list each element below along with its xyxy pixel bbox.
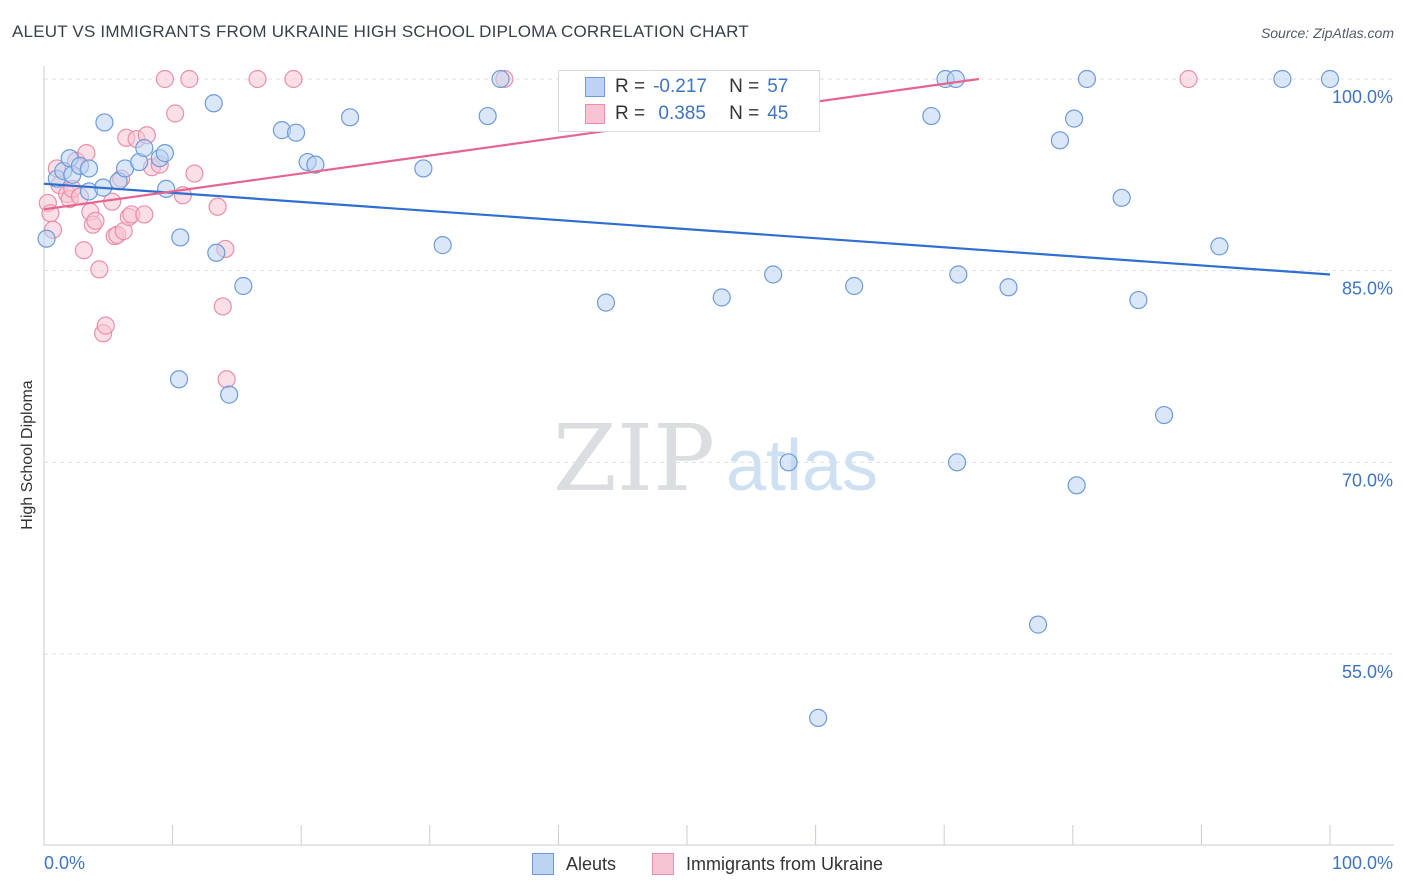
legend-swatch-blue: [585, 77, 605, 97]
aleut-point: [478, 106, 497, 126]
aleut-point: [171, 228, 190, 247]
legend-n-value: 57: [767, 76, 789, 97]
y-tick-label: 70.0%: [1342, 470, 1393, 490]
axes: [43, 66, 1394, 846]
aleut-point: [845, 276, 864, 296]
ukraine-point: [135, 205, 154, 224]
y-tick-label: 85.0%: [1342, 279, 1393, 299]
legend-r-value: 0.385: [653, 103, 706, 124]
aleut-point: [1129, 290, 1148, 310]
ukraine-point: [180, 69, 199, 89]
bottom-legend-aleuts: Aleuts: [532, 852, 616, 876]
bottom-legend-label: Immigrants from Ukraine: [686, 853, 884, 874]
legend-swatch-pink: [585, 104, 605, 124]
trend-lines: [43, 77, 1331, 276]
legend-n-value: 45: [767, 103, 789, 124]
ukraine-point: [1179, 69, 1198, 89]
watermark: ZIP atlas: [553, 405, 878, 512]
aleut-point: [169, 370, 189, 389]
aleut-point: [340, 108, 360, 127]
aleut-point: [1155, 405, 1174, 425]
aleut-point: [286, 123, 306, 142]
watermark-zip: ZIP: [553, 405, 715, 512]
bottom-legend-swatch-blue: [532, 853, 554, 875]
aleut-point: [1320, 69, 1340, 89]
ukraine-point: [86, 211, 105, 230]
aleut-point: [764, 265, 783, 284]
aleut-point: [234, 276, 253, 296]
aleut-point: [999, 278, 1018, 297]
ukraine-point: [155, 69, 174, 89]
aleut-point: [949, 265, 968, 284]
ukraine-trend-line: [43, 77, 980, 211]
ukraine-point: [74, 241, 93, 260]
tick-labels: 55.0% 70.0% 85.0% 100.0% 0.0% 100.0%: [44, 87, 1393, 873]
aleut-point: [414, 159, 433, 178]
aleut-points: [37, 69, 1340, 727]
aleut-point: [491, 69, 510, 89]
y-tick-label: 55.0%: [1342, 662, 1393, 682]
aleut-point: [79, 159, 99, 178]
aleut-point: [712, 288, 731, 307]
aleut-point: [922, 106, 941, 126]
source-label: Source: ZipAtlas.com: [1260, 25, 1394, 41]
legend-r-value: -0.217: [653, 76, 707, 97]
aleut-point: [37, 229, 56, 248]
x-tick-label: 0.0%: [44, 853, 85, 873]
bottom-legend-ukraine: Immigrants from Ukraine: [652, 852, 883, 876]
legend-r-label: R =: [615, 76, 646, 97]
aleut-point: [1050, 131, 1070, 150]
legend-n-label: N =: [729, 103, 760, 124]
aleut-point: [157, 179, 176, 198]
ukraine-point: [208, 197, 227, 216]
legend-n-label: N =: [729, 76, 760, 97]
chart-title: ALEUT VS IMMIGRANTS FROM UKRAINE HIGH SC…: [12, 22, 749, 41]
bottom-legend-swatch-pink: [652, 853, 674, 875]
aleut-point: [596, 293, 616, 312]
ukraine-point: [185, 164, 204, 183]
aleut-trend-line: [43, 182, 1331, 276]
aleut-point: [779, 453, 798, 472]
legend-row-aleuts: R = -0.217 N = 57: [585, 75, 788, 99]
aleut-point: [220, 385, 239, 404]
ukraine-point: [166, 104, 185, 123]
legend-r-label: R =: [615, 103, 646, 124]
aleut-point: [947, 453, 967, 472]
ukraine-point: [213, 297, 232, 316]
aleut-point: [306, 155, 325, 174]
aleut-point: [135, 138, 154, 158]
ukraine-point: [90, 260, 109, 279]
grid-lines: [44, 78, 1394, 655]
y-tick-label: 100.0%: [1332, 87, 1393, 107]
correlation-legend: R = -0.217 N = 57 R = 0.385 N = 45: [558, 70, 820, 132]
aleut-point: [946, 69, 965, 89]
aleut-point: [95, 113, 114, 132]
aleut-point: [204, 94, 223, 113]
aleut-point: [155, 144, 174, 163]
aleut-point: [433, 236, 452, 255]
ukraine-point: [284, 69, 303, 89]
aleut-point: [1273, 69, 1292, 89]
aleut-point: [1077, 69, 1097, 89]
bottom-legend-label: Aleuts: [566, 853, 617, 874]
x-tick-label: 100.0%: [1332, 853, 1393, 873]
aleut-point: [1210, 237, 1229, 256]
ukraine-point: [248, 69, 267, 89]
aleut-point: [207, 243, 226, 262]
watermark-atlas: atlas: [726, 426, 878, 506]
aleut-point: [809, 708, 828, 727]
legend-row-ukraine: R = 0.385 N = 45: [585, 102, 788, 126]
aleut-point: [1028, 615, 1048, 634]
aleut-point: [1112, 188, 1131, 207]
aleut-point: [1064, 109, 1084, 128]
aleut-point: [1067, 476, 1086, 495]
ukraine-point: [217, 370, 236, 389]
ukraine-point: [96, 316, 115, 335]
